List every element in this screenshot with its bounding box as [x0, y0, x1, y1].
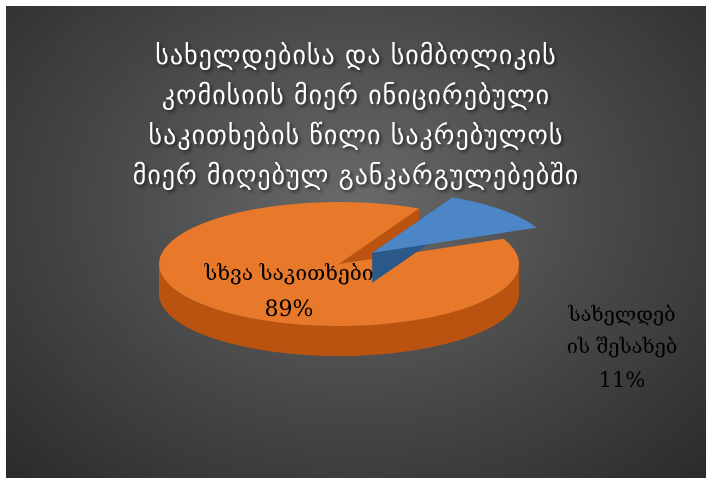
pie-slice-1 [372, 197, 537, 283]
slice-side-wall [159, 264, 519, 356]
slice-percent-other: 89% [265, 297, 314, 322]
slice-label-other: სხვა საკითხები [203, 261, 373, 285]
slice-top-face [158, 201, 519, 326]
slice-percent-naming: 11% [599, 368, 646, 392]
chart-area: სახელდებისა და სიმბოლიკის კომისიის მიერ … [6, 6, 706, 478]
chart-title-line-2: კომისიის მიერ ინიცირებული [161, 81, 551, 111]
pie-chart: სხვა საკითხები 89% სახელდებ ის შესახებ 1… [158, 197, 678, 392]
pie-slices [158, 197, 537, 356]
chart-title-line-4: მიერ მიღებულ განკარგულებებში [132, 161, 580, 191]
chart-title-line-1: სახელდებისა და სიმბოლიკის [155, 41, 557, 71]
slice-label-naming-2: ის შესახებ [567, 334, 678, 358]
chart-title-line-3: საკითხების წილი საკრებულოს [148, 121, 564, 151]
slice-top-face [372, 197, 537, 253]
slice-label-naming-1: სახელდებ [567, 302, 675, 326]
chart-title: სახელდებისა და სიმბოლიკის კომისიის მიერ … [6, 36, 706, 196]
